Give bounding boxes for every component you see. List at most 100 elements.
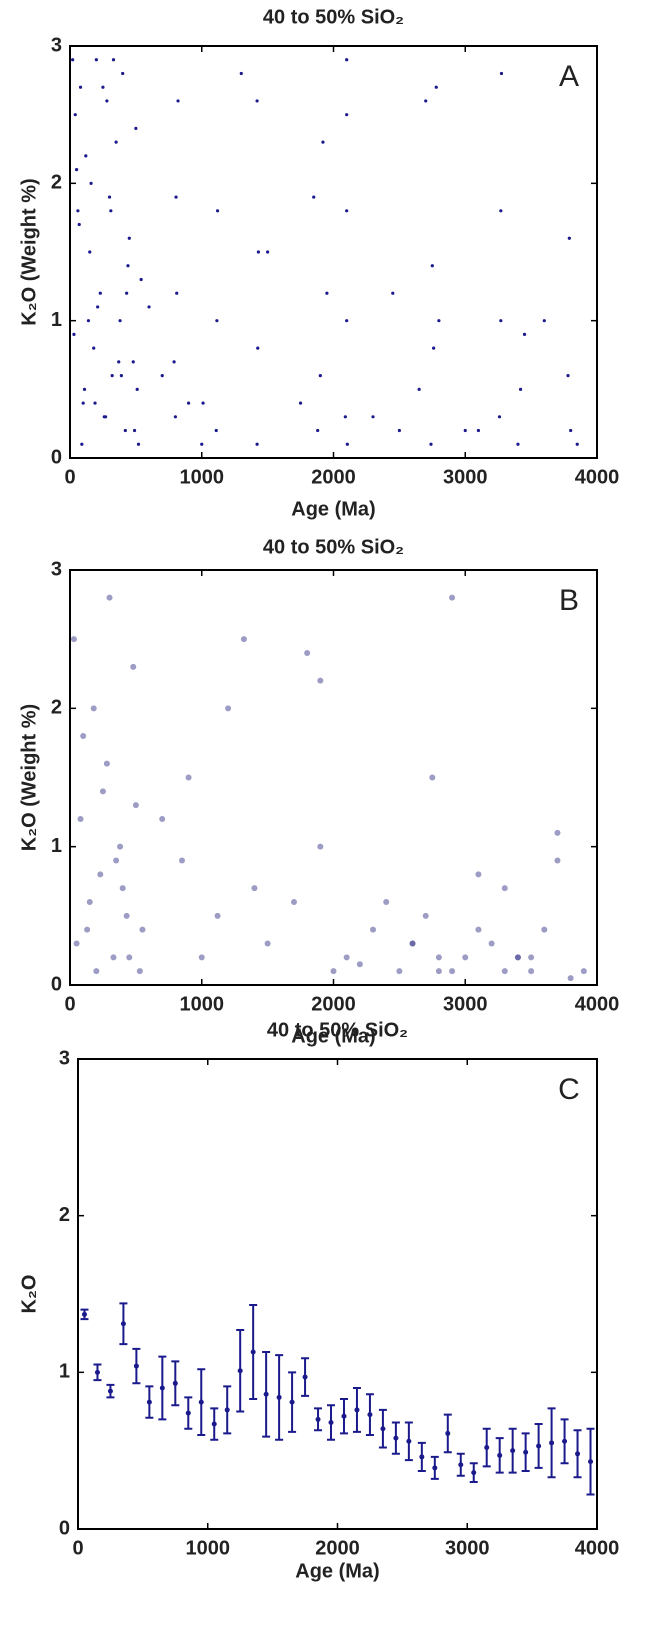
point [214,428,218,433]
x-tick-label: 2000 [311,993,356,1015]
point [499,71,504,76]
point [316,428,320,433]
point [304,650,311,656]
mean-marker [484,1445,490,1451]
point [318,374,322,378]
point [96,305,100,309]
y-tick-label: 2 [59,1204,70,1226]
mean-marker [159,1385,165,1391]
x-tick-label: 0 [64,993,75,1015]
point [114,140,118,144]
mean-marker [471,1470,477,1476]
point [105,99,109,103]
point [132,802,139,809]
point [125,291,129,295]
point [77,222,81,227]
point [396,968,403,975]
mean-marker [224,1407,230,1413]
point [317,677,324,684]
chart-title: 40 to 50% SiO₂ [263,6,404,28]
point [325,291,329,295]
x-tick-label: 1000 [186,1537,231,1559]
point [255,442,259,446]
point [215,209,220,213]
point [101,85,105,89]
point [429,442,433,446]
x-tick-label: 4000 [575,1537,620,1559]
y-axis-label: K₂O (Weight %) [18,178,40,325]
mean-marker [562,1438,568,1444]
mean-marker [536,1443,542,1449]
y-tick-label: 3 [51,34,62,56]
point [106,594,113,601]
mean-marker [510,1448,516,1454]
point [82,387,87,391]
point [73,113,77,117]
point [370,926,377,933]
point [174,195,178,199]
point [178,857,185,864]
x-tick-label: 1000 [180,466,225,488]
point [77,816,84,822]
mean-marker [263,1391,269,1397]
point [239,71,243,76]
point [200,442,204,446]
y-tick-label: 0 [51,446,62,468]
y-tick-label: 1 [51,835,62,857]
point [476,428,481,433]
point [97,871,104,878]
point [449,968,456,975]
point [256,346,260,350]
point [567,975,574,982]
point [72,332,76,336]
point [430,264,434,268]
point [107,195,112,199]
point [463,428,467,433]
point [214,912,221,919]
point [123,912,130,919]
point [462,954,469,961]
point [422,912,429,919]
point [109,209,113,213]
point [554,829,561,836]
point [172,360,176,364]
point [175,291,179,295]
x-tick-label: 0 [64,466,75,488]
y-tick-label: 3 [59,1047,70,1069]
point [89,181,93,185]
point [176,99,180,103]
point [86,319,91,323]
point [147,305,151,309]
mean-marker [549,1440,555,1446]
point [201,401,205,405]
mean-marker [211,1421,217,1427]
y-tick-label: 3 [51,558,62,580]
point [528,968,535,975]
mean-marker [302,1374,308,1380]
plot-frame [77,1058,598,1530]
point [356,961,363,968]
point [429,774,436,781]
plot-frame [69,569,598,986]
point [516,442,520,446]
point [78,85,83,89]
point [397,428,401,433]
point [110,374,114,378]
mean-marker [237,1368,243,1374]
point [139,926,146,933]
point [110,954,117,961]
point [81,401,85,405]
point [225,705,232,712]
mean-marker [250,1349,256,1355]
point [567,236,571,240]
point [518,387,523,391]
point [73,940,80,947]
mean-marker [185,1410,191,1416]
y-tick-label: 2 [51,697,62,719]
point [417,387,421,391]
point [343,415,347,419]
point [528,954,535,961]
point [121,71,125,76]
point [569,428,573,433]
